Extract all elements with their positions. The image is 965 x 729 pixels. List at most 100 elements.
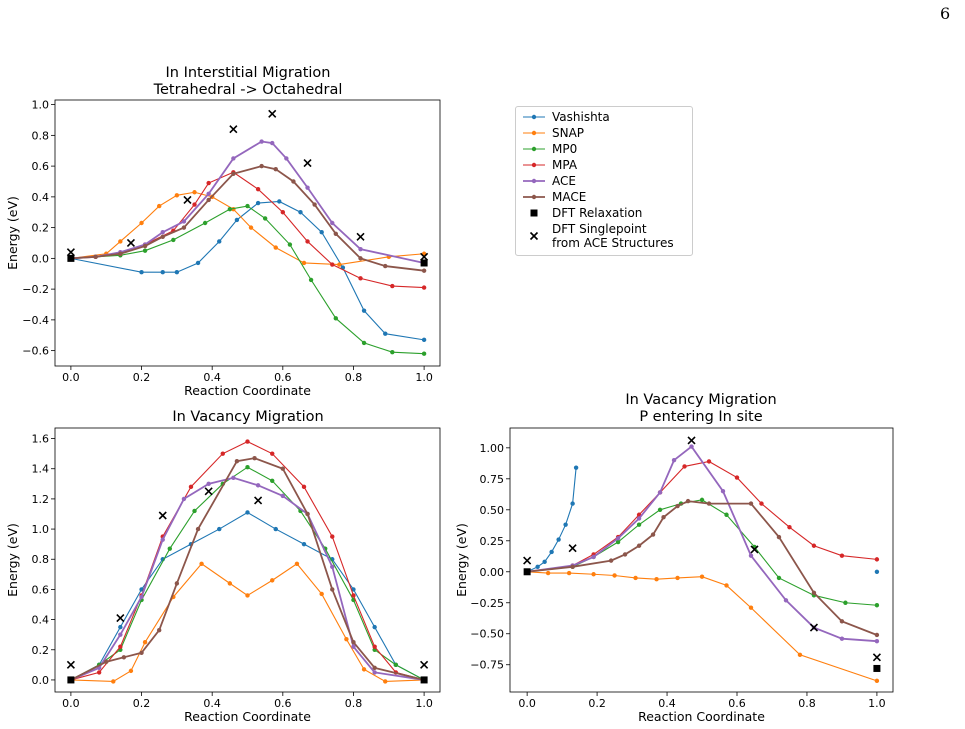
- marker: [280, 493, 286, 499]
- marker: [330, 564, 335, 569]
- marker: [393, 662, 399, 668]
- marker: [305, 511, 310, 517]
- y-tick-label: −0.4: [22, 314, 49, 327]
- marker: [284, 156, 289, 161]
- marker: [245, 203, 250, 209]
- legend-label: DFT Relaxation: [552, 206, 643, 220]
- marker: [570, 564, 575, 570]
- marker: [421, 268, 427, 273]
- marker: [358, 246, 363, 252]
- marker: [797, 652, 803, 658]
- plot-frame: [54, 427, 441, 693]
- legend-icon: [523, 194, 545, 200]
- marker: [874, 603, 880, 608]
- marker: [531, 194, 537, 200]
- series-line: [70, 171, 425, 289]
- marker: [531, 114, 537, 120]
- series-line: [70, 191, 425, 266]
- marker: [361, 340, 367, 346]
- marker: [358, 256, 363, 261]
- marker: [67, 254, 75, 262]
- legend-label: DFT Singlepoint from ACE Structures: [552, 222, 674, 250]
- marker: [421, 337, 427, 343]
- marker: [529, 231, 539, 241]
- marker: [312, 202, 317, 207]
- marker: [181, 225, 187, 230]
- plot-frame: [509, 427, 894, 693]
- marker: [633, 575, 638, 581]
- marker: [160, 537, 165, 542]
- marker: [783, 598, 789, 603]
- marker: [811, 590, 817, 596]
- marker: [612, 573, 617, 578]
- x-tick-label: 0.8: [345, 697, 363, 710]
- legend-entry: MP0: [522, 142, 692, 156]
- marker: [724, 583, 729, 588]
- series-line: [70, 457, 425, 681]
- marker: [344, 637, 349, 642]
- marker: [139, 270, 144, 275]
- x-tick-label: 0.0: [518, 697, 536, 710]
- marker: [121, 655, 127, 660]
- legend-entry: MACE: [522, 190, 692, 204]
- marker: [245, 510, 250, 515]
- x-axis-label: Reaction Coordinate: [184, 383, 311, 398]
- series-line: [70, 476, 425, 681]
- marker: [699, 574, 705, 579]
- marker: [759, 501, 764, 506]
- marker: [372, 624, 377, 630]
- marker: [591, 554, 596, 560]
- marker: [361, 667, 367, 672]
- marker: [142, 248, 148, 253]
- marker: [531, 130, 537, 136]
- legend-label: SNAP: [552, 126, 585, 140]
- y-tick-label: 0.00: [480, 566, 505, 579]
- marker: [874, 557, 880, 562]
- marker: [748, 553, 754, 558]
- marker: [231, 171, 236, 177]
- marker: [262, 216, 268, 221]
- y-tick-label: 0.2: [32, 222, 50, 235]
- series-line: [527, 499, 877, 606]
- marker: [287, 242, 293, 247]
- marker: [183, 195, 192, 205]
- marker: [330, 220, 335, 226]
- legend: Vashishta SNAP MP0 MPA ACE MACE DFT Relaxation…: [515, 106, 693, 256]
- marker: [308, 277, 314, 283]
- marker: [556, 537, 561, 542]
- marker: [748, 605, 754, 610]
- marker: [531, 146, 537, 152]
- marker: [421, 285, 427, 290]
- marker: [174, 193, 180, 198]
- marker: [661, 515, 666, 520]
- series-line: [70, 200, 425, 341]
- marker: [171, 237, 176, 243]
- marker: [724, 512, 729, 517]
- series-line: [70, 440, 425, 681]
- marker: [111, 679, 116, 684]
- marker: [383, 679, 388, 684]
- legend-entry: MPA: [522, 158, 692, 172]
- marker: [160, 270, 165, 275]
- marker: [421, 351, 427, 356]
- marker: [390, 283, 395, 289]
- marker: [568, 544, 577, 553]
- marker: [523, 556, 532, 565]
- marker: [420, 676, 428, 684]
- marker: [116, 614, 125, 623]
- marker: [181, 496, 187, 502]
- y-tick-label: 1.00: [480, 442, 505, 455]
- marker: [118, 632, 123, 637]
- series-line: [70, 140, 425, 264]
- y-tick-label: 0.75: [480, 473, 505, 486]
- marker: [96, 670, 102, 675]
- y-axis-label: Energy (eV): [5, 196, 20, 270]
- marker: [531, 178, 537, 184]
- marker: [319, 230, 324, 235]
- marker: [195, 526, 201, 532]
- marker: [217, 526, 222, 532]
- x-tick-label: 0.8: [798, 697, 816, 710]
- marker: [636, 543, 642, 548]
- marker: [234, 458, 240, 464]
